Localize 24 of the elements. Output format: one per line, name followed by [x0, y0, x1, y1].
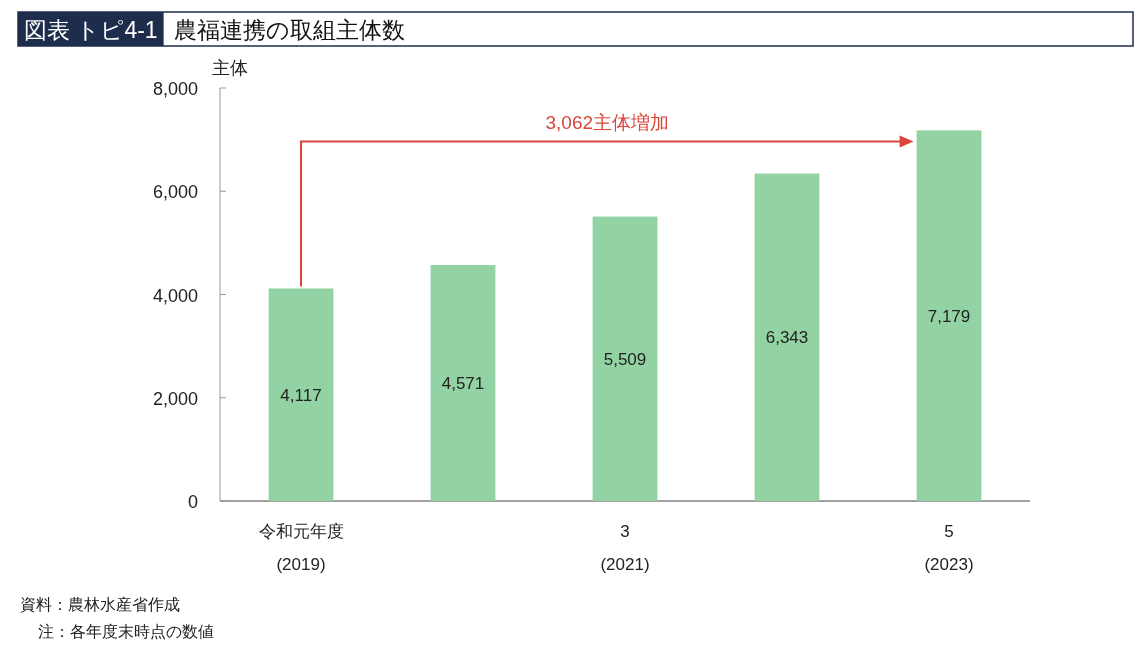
y-axis-title: 主体: [212, 58, 248, 78]
y-tick-label: 0: [187, 492, 198, 512]
data-label: 5,509: [603, 349, 647, 369]
y-tick-label: 8,000: [152, 79, 198, 99]
chart-title: 図表 トピ4-1: [24, 17, 158, 43]
x-tick-label: 3 (2021): [600, 522, 650, 574]
text: 資料：農林水産省作成: [20, 596, 180, 613]
data-label: 6,343: [765, 328, 809, 348]
y-tick-label: 6,000: [152, 182, 198, 203]
bar: [430, 265, 496, 501]
bar: [916, 130, 982, 501]
y-tick-label: 4,000: [152, 285, 198, 306]
data-label: 7,179: [927, 306, 971, 326]
data-label: 4,571: [441, 374, 485, 394]
data-label: 4,117: [280, 385, 322, 405]
bar: [592, 216, 658, 501]
chart-subtitle: 農福連携の取組主体数: [173, 17, 405, 43]
x-tick-label: 5 (2023): [924, 522, 974, 574]
annotation: 3,062主体増加: [545, 112, 670, 134]
y-tick-label: 2,000: [152, 388, 198, 409]
bar: [268, 288, 334, 501]
text: 注：各年度末時点の数値: [38, 623, 214, 640]
bar: [754, 173, 820, 501]
x-tick-label: 令和元年度 (2019): [258, 522, 344, 574]
